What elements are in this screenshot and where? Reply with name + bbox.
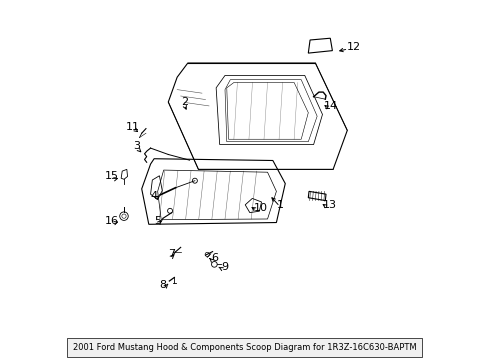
Text: 14: 14 — [324, 100, 338, 111]
Text: 15: 15 — [104, 171, 119, 181]
Text: 13: 13 — [322, 200, 336, 210]
Text: 10: 10 — [253, 203, 267, 213]
Text: 11: 11 — [125, 122, 140, 132]
Text: 4: 4 — [150, 191, 157, 201]
Text: 6: 6 — [210, 253, 218, 263]
Text: 3: 3 — [133, 141, 140, 151]
Text: 2001 Ford Mustang Hood & Components Scoop Diagram for 1R3Z-16C630-BAPTM: 2001 Ford Mustang Hood & Components Scoo… — [73, 343, 415, 352]
Text: 5: 5 — [154, 216, 161, 226]
Text: 8: 8 — [159, 280, 166, 289]
Text: 16: 16 — [104, 216, 119, 226]
Text: 1: 1 — [276, 200, 283, 210]
Text: 7: 7 — [168, 249, 175, 260]
Text: 12: 12 — [346, 42, 361, 52]
Text: 2: 2 — [180, 97, 187, 107]
Text: 9: 9 — [221, 262, 228, 272]
Bar — [67, 338, 421, 357]
